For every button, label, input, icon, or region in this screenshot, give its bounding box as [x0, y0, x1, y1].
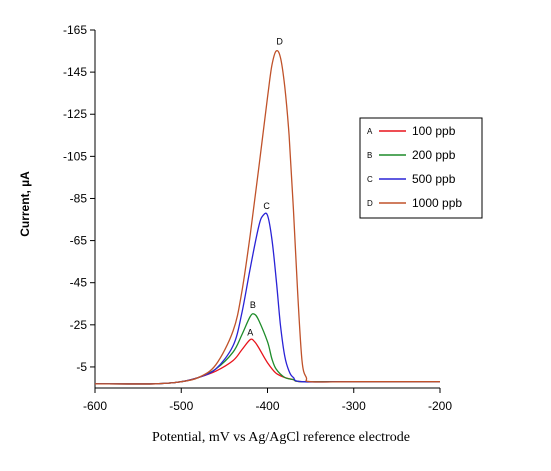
axes: -165 -145 -125 -105 -85 -65 -45 -25 -5 -600 -500 -4…: [63, 23, 452, 413]
x-tick-label: -400: [255, 399, 279, 413]
series-line-c: [94, 212, 440, 385]
legend-box: [359, 117, 483, 219]
y-tick-label: -25: [70, 318, 88, 332]
y-tick-label: -105: [63, 149, 87, 163]
x-axis-title: Potential, mV vs Ag/AgCl reference elect…: [152, 430, 410, 445]
peak-labels: A B C D: [247, 37, 283, 338]
legend-label-c: 500 ppb: [412, 172, 456, 186]
peak-label-a: A: [247, 327, 253, 337]
x-tick-label: -300: [342, 399, 366, 413]
legend-letter-c: C: [367, 175, 373, 184]
series-line-b: [94, 313, 440, 385]
legend-letter-a: A: [367, 127, 373, 136]
x-tick-label: -500: [169, 399, 193, 413]
legend-letter-b: B: [367, 151, 372, 160]
y-tick-label: -145: [63, 65, 87, 79]
y-tick-label: -65: [70, 234, 88, 248]
series-line-d: [94, 50, 440, 385]
y-tick-label: -45: [70, 276, 88, 290]
legend-label-a: 100 ppb: [412, 124, 456, 138]
legend-label-d: 1000 ppb: [412, 196, 462, 210]
y-tick-label: -85: [70, 191, 88, 205]
legend-letter-d: D: [367, 199, 373, 208]
legend-label-b: 200 ppb: [412, 148, 456, 162]
x-tick-label: -200: [428, 399, 452, 413]
x-tick-label: -600: [83, 399, 107, 413]
legend: A 100 ppb B 200 ppb C 500 ppb D 1000 ppb: [359, 117, 483, 219]
peak-label-c: C: [263, 201, 270, 211]
peak-label-b: B: [250, 300, 256, 310]
y-tick-label: -125: [63, 107, 87, 121]
y-axis-title: Current, µA: [18, 171, 32, 237]
series-line-a: [94, 338, 440, 385]
y-tick-label: -5: [76, 360, 87, 374]
peak-label-d: D: [276, 37, 283, 47]
series-lines: [94, 50, 440, 385]
y-tick-label: -165: [63, 23, 87, 37]
